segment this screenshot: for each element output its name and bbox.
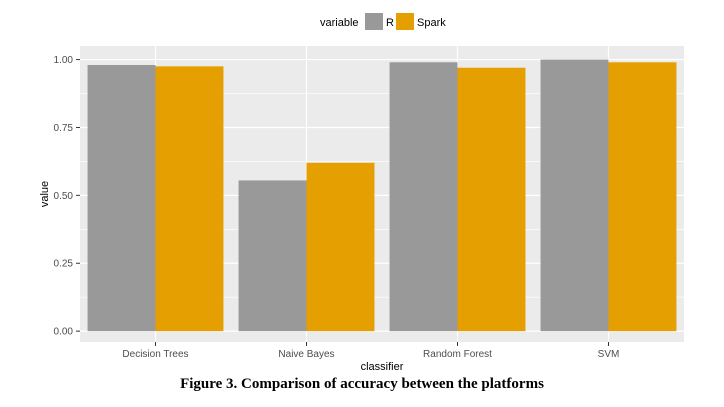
legend-key-spark	[396, 13, 414, 30]
legend: variable R Spark	[320, 13, 446, 30]
bar-r-random-forest	[389, 62, 458, 332]
bar-spark-decision-trees	[155, 66, 224, 332]
y-tick-label: 1.00	[54, 55, 74, 66]
bar-r-decision-trees	[87, 65, 156, 332]
x-tick-label: SVM	[598, 349, 620, 360]
x-axis: Decision Trees Naive Bayes Random Forest SV…	[122, 342, 619, 360]
y-tick-label: 0.75	[54, 123, 74, 134]
bar-spark-random-forest	[457, 67, 526, 332]
bar-spark-naive-bayes	[306, 162, 375, 332]
bar-r-naive-bayes	[238, 180, 307, 332]
legend-label-r: R	[386, 17, 394, 29]
bars	[87, 59, 677, 332]
bar-spark-svm	[608, 62, 677, 332]
figure-caption: Figure 3. Comparison of accuracy between…	[180, 376, 544, 392]
y-tick-label: 0.50	[54, 191, 74, 202]
x-tick-label: Random Forest	[423, 349, 492, 360]
legend-title: variable	[320, 17, 359, 29]
y-tick-label: 0.00	[54, 327, 74, 338]
x-tick-label: Naive Bayes	[278, 349, 334, 360]
y-tick-label: 0.25	[54, 259, 74, 270]
legend-label-spark: Spark	[417, 17, 446, 29]
legend-key-r	[365, 13, 383, 30]
y-axis-title: value	[39, 181, 51, 207]
y-axis: 0.00 0.25 0.50 0.75 1.00	[54, 55, 80, 338]
x-axis-title: classifier	[361, 361, 404, 373]
x-tick-label: Decision Trees	[122, 349, 188, 360]
bar-r-svm	[540, 59, 609, 332]
